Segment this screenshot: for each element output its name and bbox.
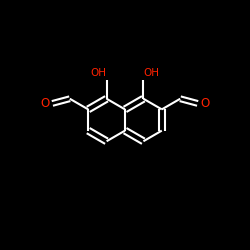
Text: OH: OH <box>90 68 106 78</box>
Text: O: O <box>40 97 50 110</box>
Text: O: O <box>200 97 209 110</box>
Text: OH: OH <box>144 68 160 78</box>
